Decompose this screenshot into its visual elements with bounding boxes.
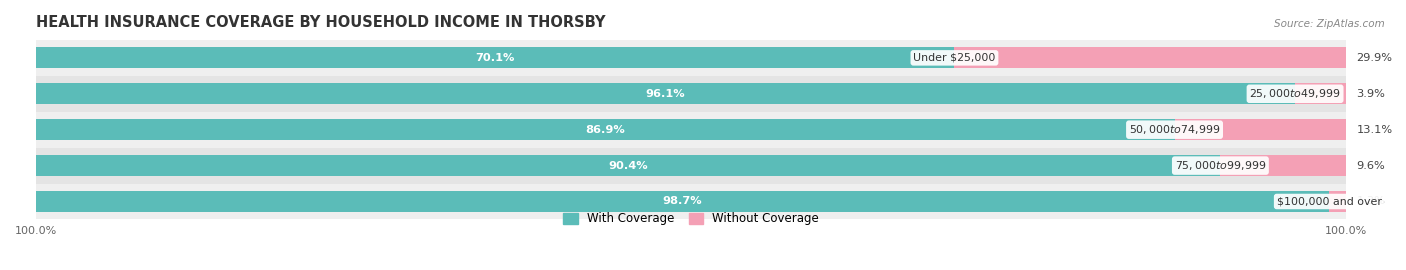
Bar bbox=[37, 119, 1174, 140]
Bar bbox=[37, 40, 1346, 76]
Text: 86.9%: 86.9% bbox=[585, 125, 626, 135]
Text: $100,000 and over: $100,000 and over bbox=[1277, 197, 1382, 207]
Bar bbox=[37, 76, 1346, 112]
Text: 98.7%: 98.7% bbox=[662, 197, 703, 207]
Legend: With Coverage, Without Coverage: With Coverage, Without Coverage bbox=[558, 208, 824, 230]
Text: 90.4%: 90.4% bbox=[609, 161, 648, 171]
Text: 70.1%: 70.1% bbox=[475, 53, 515, 63]
Bar bbox=[37, 155, 1220, 176]
Text: $50,000 to $74,999: $50,000 to $74,999 bbox=[1129, 123, 1220, 136]
Text: 1.3%: 1.3% bbox=[1357, 197, 1385, 207]
Text: 13.1%: 13.1% bbox=[1357, 125, 1393, 135]
Text: 96.1%: 96.1% bbox=[645, 89, 685, 99]
Bar bbox=[1174, 119, 1346, 140]
Text: Source: ZipAtlas.com: Source: ZipAtlas.com bbox=[1274, 19, 1385, 29]
Bar bbox=[37, 83, 1295, 104]
Bar bbox=[37, 112, 1346, 148]
Text: 9.6%: 9.6% bbox=[1357, 161, 1385, 171]
Bar bbox=[1329, 191, 1346, 212]
Bar bbox=[1295, 83, 1346, 104]
Bar bbox=[37, 48, 955, 68]
Bar bbox=[1220, 155, 1346, 176]
Text: HEALTH INSURANCE COVERAGE BY HOUSEHOLD INCOME IN THORSBY: HEALTH INSURANCE COVERAGE BY HOUSEHOLD I… bbox=[37, 15, 606, 30]
Bar bbox=[37, 191, 1329, 212]
Bar bbox=[37, 184, 1346, 220]
Text: Under $25,000: Under $25,000 bbox=[914, 53, 995, 63]
Text: 29.9%: 29.9% bbox=[1357, 53, 1392, 63]
Text: $25,000 to $49,999: $25,000 to $49,999 bbox=[1250, 87, 1341, 100]
Text: 3.9%: 3.9% bbox=[1357, 89, 1385, 99]
Bar bbox=[955, 48, 1346, 68]
Bar bbox=[37, 148, 1346, 184]
Text: $75,000 to $99,999: $75,000 to $99,999 bbox=[1174, 159, 1265, 172]
